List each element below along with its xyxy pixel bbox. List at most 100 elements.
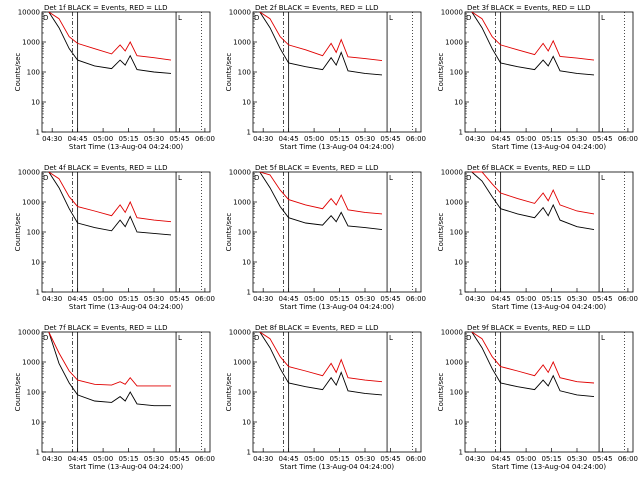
y-axis-label: Counts/sec xyxy=(437,213,445,252)
corner-label-left: D xyxy=(466,174,471,182)
x-tick-label: 04:30 xyxy=(42,295,62,303)
x-tick-label: 04:45 xyxy=(68,135,88,143)
y-tick-label: 1000 xyxy=(22,39,40,47)
y-tick-label: 100 xyxy=(450,389,463,397)
y-axis-label: Counts/sec xyxy=(225,213,233,252)
panel-2: Det 2f BLACK = Events, RED = LLD D L 1 10 100… xyxy=(225,4,426,151)
x-tick-label: 04:45 xyxy=(491,295,511,303)
x-tick-label: 05:15 xyxy=(541,295,561,303)
x-tick-label: 05:00 xyxy=(93,295,113,303)
panel-title: Det 8f BLACK = Events, RED = LLD xyxy=(255,324,378,332)
x-axis-label: Start Time (13-Aug-04 04:24:00) xyxy=(69,143,183,151)
x-tick-label: 05:30 xyxy=(355,135,375,143)
x-tick-label: 05:00 xyxy=(304,295,324,303)
plot-frame xyxy=(464,171,634,293)
corner-label-right: L xyxy=(601,14,605,22)
y-tick-label: 10000 xyxy=(18,169,40,177)
x-tick-label: 06:00 xyxy=(406,455,426,463)
x-tick-label: 05:45 xyxy=(169,135,189,143)
panel-4: Det 4f BLACK = Events, RED = LLD D L 1 10 100… xyxy=(14,164,215,311)
y-tick-label: 1000 xyxy=(445,359,463,367)
panel-7: Det 7f BLACK = Events, RED = LLD D L 1 10 100… xyxy=(14,324,215,471)
events-series-line xyxy=(48,331,171,407)
y-tick-label: 1000 xyxy=(233,199,251,207)
x-tick-label: 05:30 xyxy=(567,295,587,303)
x-tick-label: 05:00 xyxy=(304,135,324,143)
corner-label-left: D xyxy=(254,334,259,342)
panel-5: Det 5f BLACK = Events, RED = LLD D L 1 10 100… xyxy=(225,164,426,311)
y-tick-label: 10 xyxy=(31,419,40,427)
x-tick-label: 05:00 xyxy=(516,455,536,463)
y-tick-label: 10 xyxy=(454,99,463,107)
y-tick-label: 1000 xyxy=(233,359,251,367)
x-tick-label: 05:45 xyxy=(592,455,612,463)
y-tick-label: 1 xyxy=(459,289,463,297)
x-tick-label: 04:45 xyxy=(279,295,299,303)
y-axis-label: Counts/sec xyxy=(437,373,445,412)
y-tick-label: 1000 xyxy=(445,39,463,47)
x-tick-label: 05:45 xyxy=(592,135,612,143)
x-tick-label: 05:00 xyxy=(516,295,536,303)
corner-label-left: D xyxy=(254,174,259,182)
corner-label-right: L xyxy=(178,174,182,182)
lld-series-line xyxy=(49,12,197,62)
y-tick-label: 10000 xyxy=(229,169,251,177)
x-tick-label: 04:30 xyxy=(253,135,273,143)
y-axis-label: Counts/sec xyxy=(14,53,22,92)
panel-3: Det 3f BLACK = Events, RED = LLD D L 1 10 100… xyxy=(437,4,638,151)
x-axis-label: Start Time (13-Aug-04 04:24:00) xyxy=(280,143,394,151)
x-tick-label: 06:00 xyxy=(618,135,638,143)
y-axis-label: Counts/sec xyxy=(14,373,22,412)
x-tick-label: 05:45 xyxy=(380,455,400,463)
plot-frame xyxy=(41,331,211,453)
x-tick-label: 05:30 xyxy=(144,135,164,143)
x-tick-label: 05:45 xyxy=(380,135,400,143)
x-tick-label: 04:30 xyxy=(465,455,485,463)
panel-title: Det 6f BLACK = Events, RED = LLD xyxy=(467,164,590,172)
y-tick-label: 1 xyxy=(459,449,463,457)
events-series-line xyxy=(472,172,620,242)
x-axis-label: Start Time (13-Aug-04 04:24:00) xyxy=(69,463,183,471)
x-tick-label: 04:45 xyxy=(491,455,511,463)
panel-title: Det 5f BLACK = Events, RED = LLD xyxy=(255,164,378,172)
y-tick-label: 100 xyxy=(450,69,463,77)
y-tick-label: 10000 xyxy=(18,9,40,17)
y-axis-label: Counts/sec xyxy=(14,213,22,252)
y-tick-label: 1000 xyxy=(22,359,40,367)
lld-series-line xyxy=(472,332,620,384)
corner-label-left: D xyxy=(43,174,48,182)
lld-series-line xyxy=(260,332,408,383)
x-axis-label: Start Time (13-Aug-04 04:24:00) xyxy=(492,463,606,471)
lld-series-line xyxy=(260,12,408,61)
x-tick-label: 06:00 xyxy=(406,295,426,303)
x-tick-label: 05:15 xyxy=(329,295,349,303)
plot-frame xyxy=(252,171,422,293)
x-tick-label: 05:15 xyxy=(329,455,349,463)
x-tick-label: 04:45 xyxy=(68,295,88,303)
corner-label-right: L xyxy=(178,14,182,22)
y-axis-label: Counts/sec xyxy=(225,53,233,92)
x-axis-label: Start Time (13-Aug-04 04:24:00) xyxy=(492,143,606,151)
y-tick-label: 100 xyxy=(450,229,463,237)
corner-label-right: L xyxy=(389,174,393,182)
y-tick-label: 100 xyxy=(27,389,40,397)
y-tick-label: 1 xyxy=(247,449,251,457)
x-tick-label: 05:00 xyxy=(304,455,324,463)
x-axis-label: Start Time (13-Aug-04 04:24:00) xyxy=(280,463,394,471)
x-tick-label: 04:30 xyxy=(253,295,273,303)
corner-label-right: L xyxy=(601,334,605,342)
y-tick-label: 100 xyxy=(238,69,251,77)
y-tick-label: 10 xyxy=(242,419,251,427)
y-tick-label: 10000 xyxy=(441,329,463,337)
x-tick-label: 05:45 xyxy=(169,295,189,303)
x-axis-label: Start Time (13-Aug-04 04:24:00) xyxy=(69,303,183,311)
corner-label-left: D xyxy=(43,14,48,22)
x-tick-label: 05:30 xyxy=(144,295,164,303)
x-tick-label: 05:45 xyxy=(380,295,400,303)
plot-frame xyxy=(41,171,211,293)
x-tick-label: 04:30 xyxy=(42,455,62,463)
x-tick-label: 04:45 xyxy=(491,135,511,143)
y-tick-label: 10000 xyxy=(229,9,251,17)
y-tick-label: 10000 xyxy=(441,9,463,17)
x-tick-label: 04:30 xyxy=(465,135,485,143)
